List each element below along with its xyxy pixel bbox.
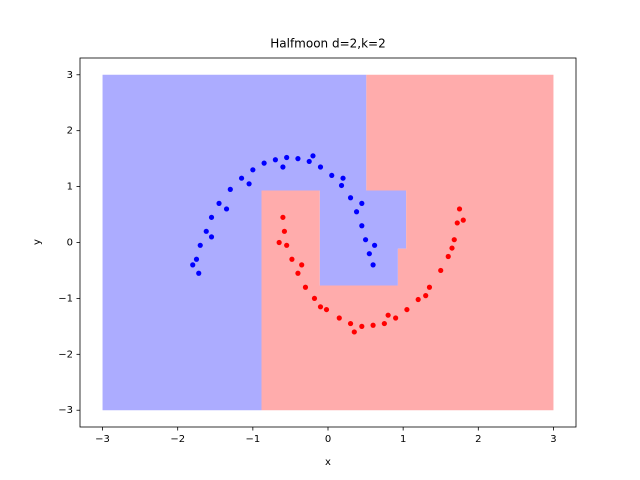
point (281, 228, 288, 234)
point (227, 186, 233, 192)
x-tick-label: 1 (400, 434, 406, 445)
point (393, 315, 399, 321)
point (404, 306, 410, 313)
y-tick-label: 3 (67, 70, 73, 81)
point (370, 262, 376, 268)
point (310, 153, 316, 159)
point (359, 323, 365, 329)
point (323, 306, 330, 313)
point (238, 175, 245, 181)
decision-region (261, 74, 554, 411)
point (347, 195, 354, 201)
point (381, 320, 387, 327)
point (371, 242, 378, 248)
x-tick-label: −2 (170, 434, 185, 445)
point (415, 296, 421, 303)
x-tick-label: −1 (245, 434, 260, 445)
chart-title: Halfmoon d=2,k=2 (270, 37, 386, 51)
y-tick-label: 1 (67, 182, 73, 193)
point (272, 157, 278, 163)
y-tick-label: 0 (67, 238, 73, 249)
point (370, 322, 376, 328)
point (351, 329, 357, 335)
point (359, 200, 365, 206)
point (284, 242, 290, 248)
point (451, 237, 457, 243)
point (438, 267, 444, 274)
point (193, 256, 200, 262)
point (338, 182, 345, 189)
y-axis-label: y (32, 239, 43, 245)
point (223, 206, 230, 212)
point (276, 239, 282, 246)
y-tick-label: −2 (58, 349, 73, 360)
point (299, 262, 305, 268)
point (280, 214, 286, 220)
point (208, 214, 215, 220)
x-tick-label: 0 (325, 434, 331, 445)
point (197, 242, 203, 248)
point (359, 223, 365, 229)
point (449, 245, 455, 251)
point (340, 175, 346, 181)
point (445, 253, 451, 260)
point (362, 237, 369, 243)
point (216, 200, 222, 206)
point (317, 164, 324, 170)
point (385, 312, 391, 318)
point (329, 172, 335, 179)
point (353, 209, 360, 215)
point (280, 164, 286, 170)
point (190, 262, 196, 268)
point (196, 270, 202, 276)
point (454, 220, 460, 226)
point (366, 251, 372, 257)
point (295, 270, 301, 276)
point (423, 293, 429, 299)
point (289, 256, 295, 262)
point (295, 156, 301, 162)
y-tick-label: −1 (58, 293, 73, 304)
point (336, 315, 342, 321)
x-tick-label: 2 (475, 434, 481, 445)
point (284, 154, 290, 161)
point (456, 206, 463, 212)
x-axis-label: x (325, 457, 331, 468)
decision-region (102, 74, 407, 411)
y-tick-label: 2 (67, 126, 73, 137)
point (246, 181, 252, 187)
point (426, 284, 433, 290)
point (250, 167, 256, 173)
point (302, 284, 309, 290)
point (347, 320, 354, 327)
x-tick-label: −3 (95, 434, 110, 445)
x-tick-label: 3 (550, 434, 556, 445)
point (317, 304, 324, 310)
point (208, 234, 215, 240)
point (203, 228, 209, 234)
point (311, 295, 318, 302)
point (261, 160, 267, 166)
point (460, 217, 466, 223)
y-tick-label: −3 (58, 405, 73, 416)
point (306, 158, 312, 165)
